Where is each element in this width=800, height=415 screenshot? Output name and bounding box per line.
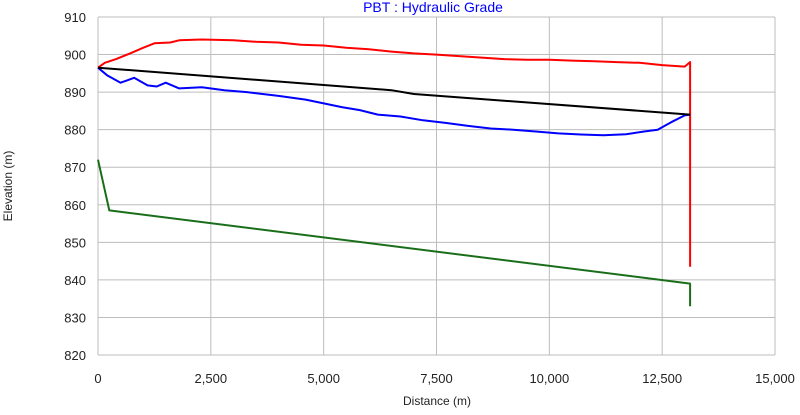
x-tick-label: 2,500 [195,371,228,386]
x-tick-label: 0 [94,371,101,386]
y-tick-label: 850 [64,235,86,250]
series-group [97,38,692,307]
series-line-2 [97,66,691,116]
y-tick-label: 860 [64,198,86,213]
x-tick-label: 5,000 [307,371,340,386]
x-tick-label: 7,500 [420,371,453,386]
y-axis-label: Elevation (m) [1,151,15,222]
series-line-0 [97,38,692,267]
y-tick-label: 880 [64,123,86,138]
chart-title: PBT : Hydraulic Grade [363,0,503,15]
x-axis-ticks: 0 2,500 5,000 7,500 10,000 12,500 15,000 [94,371,795,386]
y-tick-label: 840 [64,273,86,288]
y-tick-label: 830 [64,310,86,325]
y-tick-label: 900 [64,48,86,63]
y-tick-label: 870 [64,160,86,175]
x-tick-label: 15,000 [755,371,795,386]
x-tick-label: 10,000 [529,371,569,386]
grid [97,16,776,356]
y-tick-label: 890 [64,85,86,100]
series-line-1 [97,66,691,137]
x-axis-label: Distance (m) [403,394,471,408]
y-tick-label: 820 [64,348,86,363]
y-axis-ticks: 820 830 840 850 860 870 880 890 900 910 [64,10,86,363]
y-tick-label: 910 [64,10,86,25]
series-line-3 [97,159,692,307]
x-tick-label: 12,500 [642,371,682,386]
